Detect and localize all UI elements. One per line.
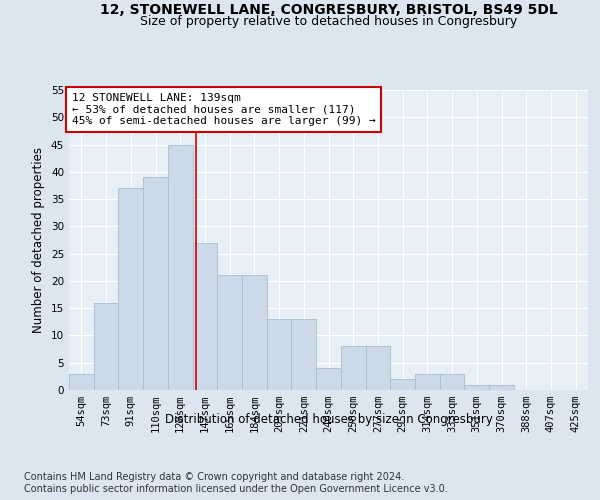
Text: 12, STONEWELL LANE, CONGRESBURY, BRISTOL, BS49 5DL: 12, STONEWELL LANE, CONGRESBURY, BRISTOL… (100, 2, 557, 16)
Text: Distribution of detached houses by size in Congresbury: Distribution of detached houses by size … (165, 412, 493, 426)
Bar (69, 374, 94, 390)
Bar (94, 302, 118, 390)
Bar (242, 276, 267, 390)
Bar (267, 319, 292, 390)
Bar (341, 346, 365, 390)
Bar (193, 242, 217, 390)
Bar (390, 379, 415, 390)
Y-axis label: Number of detached properties: Number of detached properties (32, 147, 46, 333)
Text: Contains public sector information licensed under the Open Government Licence v3: Contains public sector information licen… (24, 484, 448, 494)
Bar (365, 346, 390, 390)
Text: 12 STONEWELL LANE: 139sqm
← 53% of detached houses are smaller (117)
45% of semi: 12 STONEWELL LANE: 139sqm ← 53% of detac… (71, 93, 376, 126)
Bar (415, 374, 440, 390)
Bar (118, 188, 143, 390)
Text: Contains HM Land Registry data © Crown copyright and database right 2024.: Contains HM Land Registry data © Crown c… (24, 472, 404, 482)
Bar (168, 144, 193, 390)
Bar (464, 384, 489, 390)
Text: Size of property relative to detached houses in Congresbury: Size of property relative to detached ho… (140, 15, 517, 28)
Bar (316, 368, 341, 390)
Bar (292, 319, 316, 390)
Bar (143, 178, 168, 390)
Bar (217, 276, 242, 390)
Bar (440, 374, 464, 390)
Bar (489, 384, 514, 390)
